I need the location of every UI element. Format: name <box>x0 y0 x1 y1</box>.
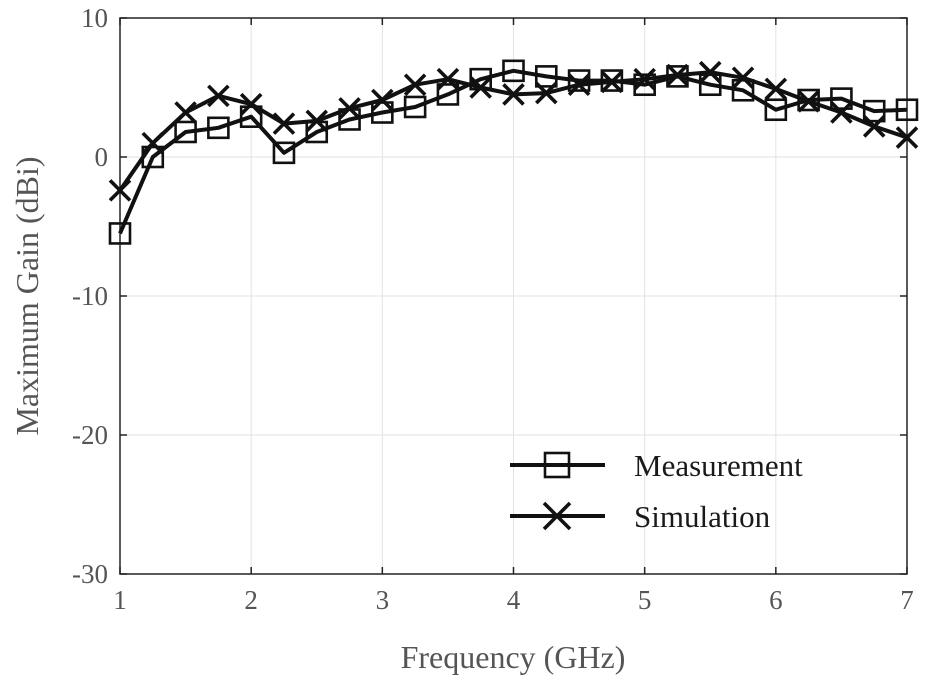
measurement-point <box>436 83 460 106</box>
measurement-point <box>862 99 886 123</box>
measurement-point <box>567 69 591 92</box>
y-axis-label: Maximum Gain (dBi) <box>9 156 45 435</box>
y-tick-label: -10 <box>72 281 108 311</box>
simulation-point <box>600 70 624 94</box>
measurement-point <box>797 88 820 112</box>
simulation-point <box>207 84 230 108</box>
x-tick-label: 6 <box>769 585 783 615</box>
x-tick-label: 4 <box>507 585 521 615</box>
simulation-point <box>502 83 525 106</box>
simulation-point <box>239 92 263 116</box>
measurement-point <box>272 141 296 165</box>
measurement-point <box>174 120 197 144</box>
simulation-point <box>830 101 853 124</box>
simulation-point <box>305 109 329 133</box>
y-tick-label: -30 <box>72 559 108 589</box>
measurement-point <box>108 222 132 245</box>
measurement-point <box>830 87 853 110</box>
simulation-point <box>108 179 132 202</box>
simulation-point <box>436 67 460 91</box>
x-axis-label: Frequency (GHz) <box>401 639 626 675</box>
legend-label-simulation: Simulation <box>634 499 771 534</box>
y-tick-label: 0 <box>95 142 109 172</box>
x-tick-label: 3 <box>376 585 390 615</box>
simulation-point <box>764 77 788 101</box>
legend-label-measurement: Measurement <box>634 448 803 483</box>
measurement-point <box>502 59 525 83</box>
y-tick-label: 10 <box>81 3 108 33</box>
simulation-point <box>862 115 886 138</box>
legend-marker-square <box>543 451 571 479</box>
measurement-point <box>207 116 230 140</box>
legend: Measurement Simulation <box>510 448 803 534</box>
measurement-point <box>403 95 427 119</box>
x-tick-label: 2 <box>244 585 258 615</box>
legend-marker-x <box>542 501 572 531</box>
x-tick-label: 1 <box>113 585 127 615</box>
simulation-point <box>731 66 755 90</box>
measurement-point <box>764 98 788 122</box>
simulation-point <box>535 81 558 105</box>
simulation-point <box>895 126 919 149</box>
measurement-point <box>895 98 919 122</box>
measurement-line <box>118 68 908 235</box>
simulation-point <box>338 97 361 120</box>
y-axis-ticks: 10 0 -10 -20 -30 <box>72 3 907 589</box>
simulation-point <box>174 101 197 124</box>
simulation-point <box>633 67 656 91</box>
x-tick-label: 7 <box>900 585 914 615</box>
simulation-point <box>272 112 296 135</box>
simulation-point <box>698 60 722 84</box>
x-axis-ticks: 1 2 3 4 5 6 7 <box>113 18 914 615</box>
series-layer <box>108 59 919 245</box>
simulation-point <box>666 63 689 87</box>
y-tick-label: -20 <box>72 420 108 450</box>
simulation-point <box>141 131 165 155</box>
simulation-point <box>469 76 492 99</box>
measurement-point <box>534 65 558 88</box>
simulation-point <box>567 73 591 96</box>
simulation-point <box>371 88 394 112</box>
simulation-point <box>797 90 820 113</box>
x-tick-label: 5 <box>638 585 652 615</box>
measurement-point <box>633 73 656 97</box>
simulation-point <box>403 73 427 96</box>
